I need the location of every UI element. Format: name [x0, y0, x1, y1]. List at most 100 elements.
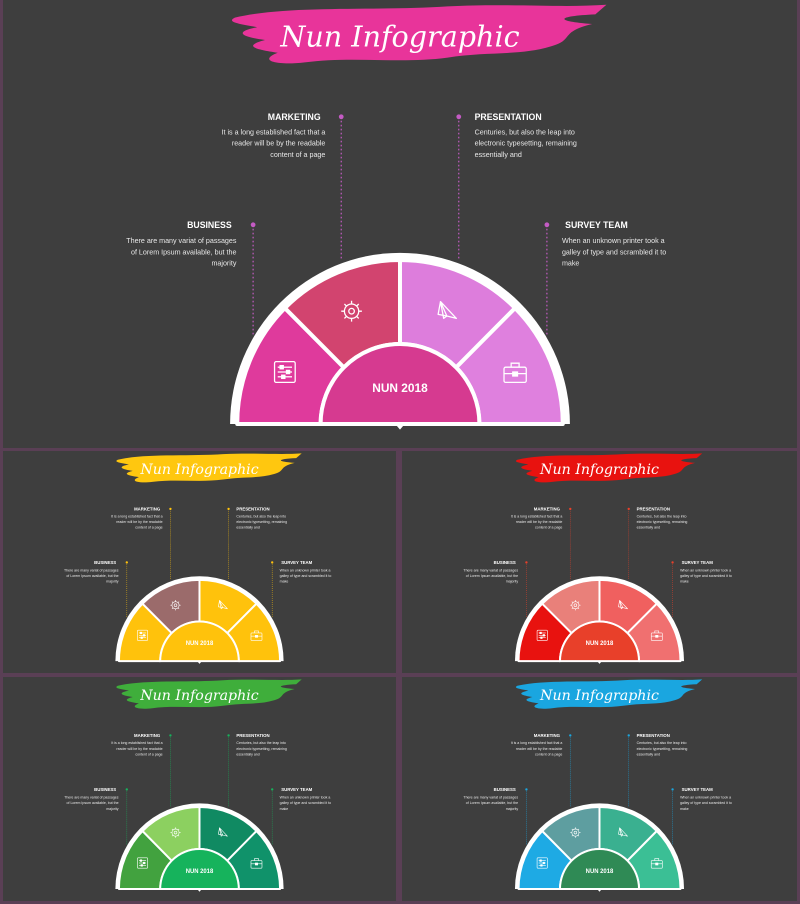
item-body-line: electronic typesetting, remaining	[236, 747, 286, 751]
item-heading: BUSINESS	[94, 787, 116, 792]
item-heading: BUSINESS	[94, 560, 116, 565]
item-body-line: majority	[106, 580, 119, 584]
item-body-line: majority	[506, 580, 519, 584]
center-label: NUN 2018	[186, 641, 214, 647]
item-body-line: It is a long established fact that a	[111, 515, 162, 519]
connectors	[126, 735, 273, 845]
item-body-line: It is a long established fact that a	[222, 128, 326, 136]
item-survey-team: SURVEY TEAM When an unknown printer took…	[562, 220, 666, 268]
item-body-line: content of a page	[535, 526, 562, 530]
half-donut: NUN 2018	[514, 576, 685, 664]
dot-business	[525, 561, 528, 564]
slide-blue: Nun Infographic BUSINESS There are many …	[402, 677, 797, 901]
item-body-line: essentially and	[475, 151, 522, 159]
item-body-line: There are many variat of passages	[463, 569, 518, 573]
item-body-line: make	[562, 260, 579, 268]
connector-dots	[525, 507, 674, 564]
paper-plane-icon	[218, 600, 228, 610]
item-presentation: PRESENTATION Centuries, but also the lea…	[637, 506, 688, 529]
item-heading: MARKETING	[134, 506, 161, 511]
item-body-line: make	[280, 807, 289, 811]
item-body-line: It is a long established fact that a	[511, 741, 563, 745]
connector-dots	[525, 734, 674, 791]
slide-title: Nun Infographic	[539, 688, 659, 704]
center-label: NUN 2018	[186, 869, 214, 875]
bottom-notch	[597, 661, 602, 664]
connectors	[526, 735, 673, 845]
slide-yellow: Nun Infographic BUSINESS There are many …	[3, 451, 396, 673]
connectors	[252, 116, 548, 336]
dot-marketing	[569, 507, 572, 511]
center-label: NUN 2018	[372, 381, 428, 395]
item-presentation: PRESENTATION Centuries, but also the lea…	[475, 112, 577, 159]
item-body-line: of Lorem Ipsum available, but the	[466, 801, 518, 805]
item-presentation: PRESENTATION Centuries, but also the lea…	[637, 733, 688, 756]
item-body-line: There are many variat of passages	[64, 796, 119, 800]
slide-main: Nun Infographic BUSINESS There are many …	[3, 0, 797, 448]
item-business: BUSINESS There are many variat of passag…	[64, 787, 119, 811]
item-body-line: electronic typesetting, remaining	[637, 747, 688, 751]
connector-dots	[125, 734, 274, 791]
dot-business	[125, 788, 128, 791]
item-heading: SURVEY TEAM	[682, 560, 714, 565]
item-body-line: content of a page	[270, 151, 325, 159]
item-heading: PRESENTATION	[236, 506, 269, 511]
item-body-line: of Lorem Ipsum available, but the	[67, 801, 119, 805]
item-body-line: galley of type and scrambled it to	[680, 574, 732, 578]
item-body-line: essentially and	[236, 526, 259, 530]
item-body-line: of Lorem Ipsum available, but the	[131, 248, 236, 256]
title-banner: Nun Infographic	[515, 679, 703, 709]
item-body-line: make	[680, 580, 689, 584]
connectors	[526, 508, 673, 618]
gear-icon	[170, 827, 181, 838]
item-body-line: electronic typesetting, remaining	[236, 520, 287, 524]
item-heading: MARKETING	[134, 733, 161, 738]
half-donut: NUN 2018	[230, 252, 570, 430]
item-heading: MARKETING	[268, 112, 321, 122]
dot-business	[125, 561, 128, 564]
sliders-icon	[137, 857, 148, 869]
center-disc	[559, 848, 640, 890]
item-business: BUSINESS There are many variat of passag…	[126, 220, 237, 268]
item-body-line: Centuries, but also the leap into	[475, 128, 575, 136]
center-label: NUN 2018	[586, 641, 614, 647]
half-donut: NUN 2018	[115, 803, 284, 892]
item-body-line: It is a long established fact that a	[511, 515, 563, 519]
item-heading: PRESENTATION	[637, 733, 670, 738]
dot-business	[525, 788, 528, 791]
sliders-icon	[536, 629, 548, 641]
dot-survey	[271, 788, 274, 791]
item-heading: BUSINESS	[187, 220, 232, 230]
dot-survey	[671, 788, 674, 791]
gear-icon	[570, 827, 581, 838]
dot-marketing	[169, 734, 172, 737]
item-body-line: There are many variat of passages	[463, 796, 518, 800]
title-banner: Nun Infographic	[515, 453, 703, 483]
item-body-line: reader will be by the readable	[232, 140, 326, 148]
dot-presentation	[627, 507, 630, 511]
briefcase-icon	[503, 362, 527, 384]
item-body-line: content of a page	[135, 526, 162, 530]
item-body-line: of Lorem Ipsum available, but the	[66, 574, 118, 578]
center-disc	[318, 342, 482, 426]
item-marketing: MARKETING It is a long established fact …	[111, 506, 162, 529]
slide-title: Nun Infographic	[139, 688, 258, 704]
item-heading: PRESENTATION	[475, 112, 542, 122]
dot-survey	[671, 561, 674, 564]
title-banner: Nun Infographic	[231, 4, 607, 64]
item-body-line: galley of type and scrambled it to	[680, 801, 732, 805]
item-body-line: galley of type and scrambled it to	[280, 801, 331, 805]
title-banner: Nun Infographic	[116, 679, 302, 709]
gear-icon	[341, 300, 362, 322]
paper-plane-icon	[218, 827, 228, 837]
item-body-line: electronic typesetting, remaining	[637, 520, 688, 524]
item-heading: PRESENTATION	[236, 733, 269, 738]
brush-stroke	[116, 453, 302, 483]
connector-dots	[250, 114, 550, 228]
dot-presentation	[227, 734, 230, 737]
item-body-line: essentially and	[236, 752, 259, 756]
slide-title: Nun Infographic	[539, 462, 659, 478]
sliders-icon	[273, 360, 296, 384]
slide-title: Nun Infographic	[139, 462, 258, 478]
item-survey-team: SURVEY TEAM When an unknown printer took…	[280, 560, 332, 584]
